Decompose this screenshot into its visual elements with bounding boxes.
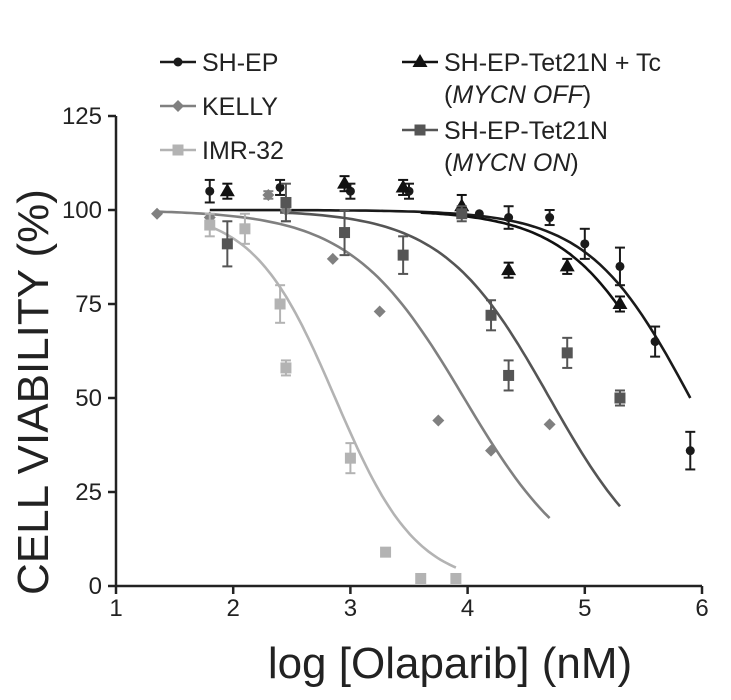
data-point-kelly (373, 305, 386, 318)
data-point-kelly (151, 207, 164, 220)
legend: SH-EP KELLY IMR-32 SH-EP-Tet21N + Tc (MYCN O… (160, 49, 661, 177)
legend-marker (414, 124, 426, 136)
y-tick-label: 125 (62, 103, 102, 130)
data-points (151, 175, 696, 584)
data-point-sh-ep (650, 337, 660, 347)
x-ticks: 1 2 3 4 5 6 (109, 586, 709, 622)
data-point-sh-ep-tet21n-mycn-on (561, 347, 573, 359)
data-point-sh-ep-tet21n-tc-mycn-off (219, 183, 235, 197)
data-point-sh-ep (580, 239, 590, 249)
data-point-imr-32 (344, 452, 356, 464)
fit-curve-sh-ep-tet21n-mycn-on (280, 211, 621, 508)
data-point-sh-ep-tet21n-tc-mycn-off (454, 198, 470, 212)
y-tick-label: 25 (75, 479, 102, 506)
data-point-sh-ep (345, 186, 355, 196)
legend-marker (172, 144, 184, 156)
data-point-kelly (326, 252, 339, 265)
y-tick-label: 75 (75, 291, 102, 318)
data-point-imr-32 (274, 298, 286, 310)
fit-curve-imr-32 (209, 225, 457, 569)
legend-label: SH-EP-Tet21N (444, 117, 608, 145)
fit-curve-sh-ep-tet21n-tc-mycn-off (420, 211, 622, 310)
data-point-sh-ep (474, 209, 484, 219)
x-axis-title: log [Olaparib] (nM) (268, 639, 632, 688)
data-point-sh-ep-tet21n-mycn-on (503, 369, 515, 381)
legend-item-imr-32: IMR-32 (160, 137, 284, 165)
legend-item-sh-ep: SH-EP (160, 49, 278, 77)
data-point-sh-ep-tet21n-mycn-on (614, 392, 626, 404)
legend-sublabel: (MYCN OFF) (444, 81, 591, 109)
legend-marker (173, 57, 183, 67)
data-point-sh-ep (545, 213, 555, 223)
data-point-sh-ep (615, 261, 625, 271)
x-tick-label: 3 (344, 595, 357, 622)
legend-label: KELLY (202, 93, 278, 121)
data-point-imr-32 (380, 546, 392, 558)
data-point-kelly (485, 444, 498, 457)
legend-sublabel: (MYCN ON) (444, 149, 579, 177)
data-point-sh-ep-tet21n-tc-mycn-off (395, 179, 411, 193)
axes (114, 116, 702, 588)
legend-marker (172, 100, 184, 112)
data-point-sh-ep (685, 446, 695, 456)
series-imr-32 (204, 212, 462, 584)
legend-label: SH-EP (202, 49, 278, 77)
legend-label: SH-EP-Tet21N + Tc (444, 49, 661, 77)
y-axis-title: CELL VIABILITY (%) (9, 189, 58, 595)
x-tick-label: 4 (461, 595, 474, 622)
x-tick-label: 1 (109, 595, 122, 622)
data-point-sh-ep-tet21n-mycn-on (221, 238, 233, 250)
data-point-sh-ep (205, 186, 215, 196)
data-point-sh-ep-tet21n-mycn-on (485, 309, 497, 321)
y-tick-label: 50 (75, 385, 102, 412)
x-tick-label: 2 (227, 595, 240, 622)
x-tick-label: 5 (578, 595, 591, 622)
data-point-sh-ep-tet21n-mycn-on (339, 227, 351, 239)
legend-label: IMR-32 (202, 137, 284, 165)
series-sh-ep-tet21n-mycn-on (221, 182, 626, 407)
legend-marker (412, 54, 428, 67)
data-point-sh-ep (504, 213, 514, 223)
legend-item-sh-ep-tet21n-tc-mycn-off: SH-EP-Tet21N + Tc (MYCN OFF) (402, 49, 661, 109)
data-point-imr-32 (450, 572, 462, 584)
legend-item-kelly: KELLY (160, 93, 278, 121)
data-point-kelly (262, 188, 275, 201)
data-point-imr-32 (204, 219, 216, 231)
data-point-sh-ep-tet21n-mycn-on (456, 208, 468, 220)
data-point-sh-ep-tet21n-mycn-on (280, 196, 292, 208)
data-point-sh-ep-tet21n-tc-mycn-off (612, 296, 628, 309)
series-sh-ep (204, 178, 696, 471)
fit-curve-kelly (156, 210, 551, 520)
legend-item-sh-ep-tet21n-mycn-on: SH-EP-Tet21N (MYCN ON) (402, 117, 608, 177)
data-point-kelly (432, 414, 445, 427)
data-point-sh-ep-tet21n-tc-mycn-off (559, 258, 575, 272)
data-point-kelly (543, 418, 556, 431)
data-point-imr-32 (280, 362, 292, 374)
data-point-imr-32 (415, 572, 427, 584)
data-point-sh-ep-tet21n-tc-mycn-off (337, 175, 353, 189)
data-point-sh-ep (275, 182, 285, 192)
data-point-sh-ep-tet21n-tc-mycn-off (501, 262, 517, 276)
data-point-sh-ep-tet21n-mycn-on (397, 249, 409, 261)
x-tick-label: 6 (695, 595, 708, 622)
series-sh-ep-tet21n-tc-mycn-off (219, 175, 628, 313)
fit-curves (156, 208, 692, 569)
y-tick-label: 100 (62, 197, 102, 224)
data-point-imr-32 (239, 223, 251, 235)
y-tick-label: 0 (89, 573, 102, 600)
y-ticks: 0 25 50 75 100 125 (62, 103, 116, 600)
